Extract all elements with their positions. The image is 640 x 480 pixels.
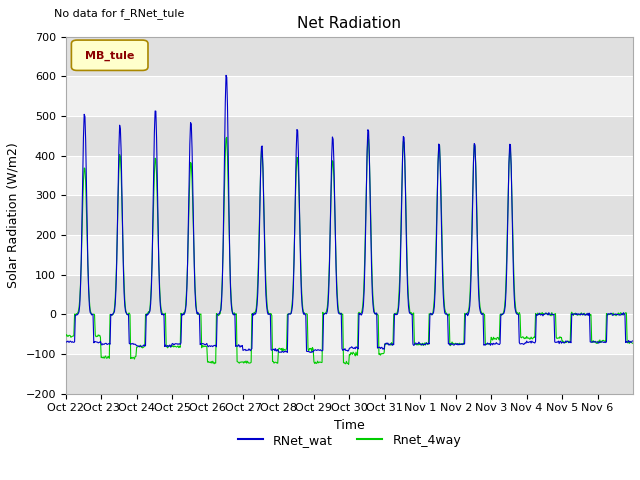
Rnet_4way — [261, 257, 269, 263]
X-axis label: Time: Time — [334, 419, 365, 432]
Rnet_4way — [441, 305, 449, 311]
Title: Net Radiation: Net Radiation — [298, 16, 401, 31]
Bar — [66, 354, 633, 394]
Rnet_4way — [283, 345, 291, 351]
RNet_wat — [441, 310, 449, 315]
Rnet_4way — [409, 311, 417, 317]
RNet_wat — [222, 72, 230, 78]
Bar — [66, 195, 633, 235]
Rnet_4way — [62, 334, 70, 339]
Y-axis label: Solar Radiation (W/m2): Solar Radiation (W/m2) — [7, 142, 20, 288]
RNet_wat — [233, 343, 241, 349]
RNet_wat — [307, 349, 314, 355]
Bar — [66, 116, 633, 156]
Rnet_4way — [129, 355, 136, 361]
Text: No data for f_RNet_tule: No data for f_RNet_tule — [54, 8, 185, 19]
RNet_wat — [409, 341, 417, 347]
Line: RNet_wat: RNet_wat — [66, 75, 632, 352]
RNet_wat — [261, 268, 269, 274]
Text: MB_tule: MB_tule — [85, 50, 134, 60]
Rnet_4way — [233, 359, 241, 364]
Legend: RNet_wat, Rnet_4way: RNet_wat, Rnet_4way — [232, 429, 466, 452]
RNet_wat — [283, 348, 291, 354]
Bar — [66, 314, 633, 354]
Bar — [66, 156, 633, 195]
RNet_wat — [129, 341, 136, 347]
RNet_wat — [628, 338, 636, 344]
Bar — [66, 275, 633, 314]
Bar — [66, 76, 633, 116]
Bar — [66, 36, 633, 76]
Bar — [66, 235, 633, 275]
FancyBboxPatch shape — [72, 40, 148, 71]
Rnet_4way — [628, 340, 636, 346]
RNet_wat — [62, 339, 70, 345]
Rnet_4way — [345, 361, 353, 367]
Line: Rnet_4way: Rnet_4way — [66, 137, 632, 364]
Rnet_4way — [223, 134, 230, 140]
